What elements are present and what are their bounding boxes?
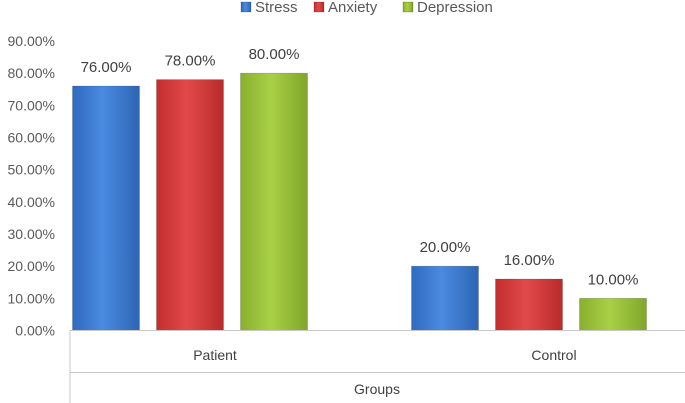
- bar-anxiety-control: [495, 278, 563, 331]
- x-axis-title: Groups: [354, 381, 400, 397]
- legend: Stress Anxiety Depression: [240, 0, 493, 16]
- legend-label-depression: Depression: [417, 0, 493, 16]
- data-label: 78.00%: [165, 53, 216, 70]
- y-tick-label: 30.00%: [8, 226, 55, 242]
- legend-label-stress: Stress: [255, 0, 298, 16]
- y-tick-label: 80.00%: [8, 65, 55, 81]
- y-tick-label: 10.00%: [8, 290, 55, 306]
- data-label: 16.00%: [504, 252, 555, 269]
- y-tick-label: 0.00%: [15, 323, 55, 339]
- bar-stress-control: [411, 265, 479, 331]
- bar-stress-patient: [72, 85, 140, 331]
- legend-label-anxiety: Anxiety: [328, 0, 378, 16]
- y-tick-label: 20.00%: [8, 258, 55, 274]
- category-label-control: Control: [531, 347, 576, 363]
- data-label: 80.00%: [249, 46, 300, 63]
- legend-swatch-stress: [240, 1, 252, 13]
- legend-swatch-anxiety: [313, 1, 325, 13]
- x-axis: [69, 330, 685, 403]
- y-tick-label: 40.00%: [8, 194, 55, 210]
- category-labels: Patient Control: [193, 347, 576, 363]
- y-tick-label: 60.00%: [8, 130, 55, 146]
- bar-anxiety-patient: [156, 79, 224, 331]
- y-tick-label: 50.00%: [8, 162, 55, 178]
- data-label: 20.00%: [420, 239, 471, 256]
- bar-depression-patient: [240, 72, 308, 331]
- bar-depression-control: [579, 298, 647, 331]
- bars: [72, 72, 647, 331]
- y-axis-ticks: 0.00% 10.00% 20.00% 30.00% 40.00% 50.00% 60.00…: [8, 33, 55, 339]
- y-tick-label: 90.00%: [8, 33, 55, 49]
- data-labels: 76.00% 78.00% 80.00% 20.00% 16.00% 10.00%: [81, 46, 639, 288]
- legend-swatch-depression: [402, 1, 414, 13]
- category-label-patient: Patient: [193, 347, 237, 363]
- data-label: 76.00%: [81, 59, 132, 76]
- y-tick-label: 70.00%: [8, 97, 55, 113]
- data-label: 10.00%: [588, 271, 639, 288]
